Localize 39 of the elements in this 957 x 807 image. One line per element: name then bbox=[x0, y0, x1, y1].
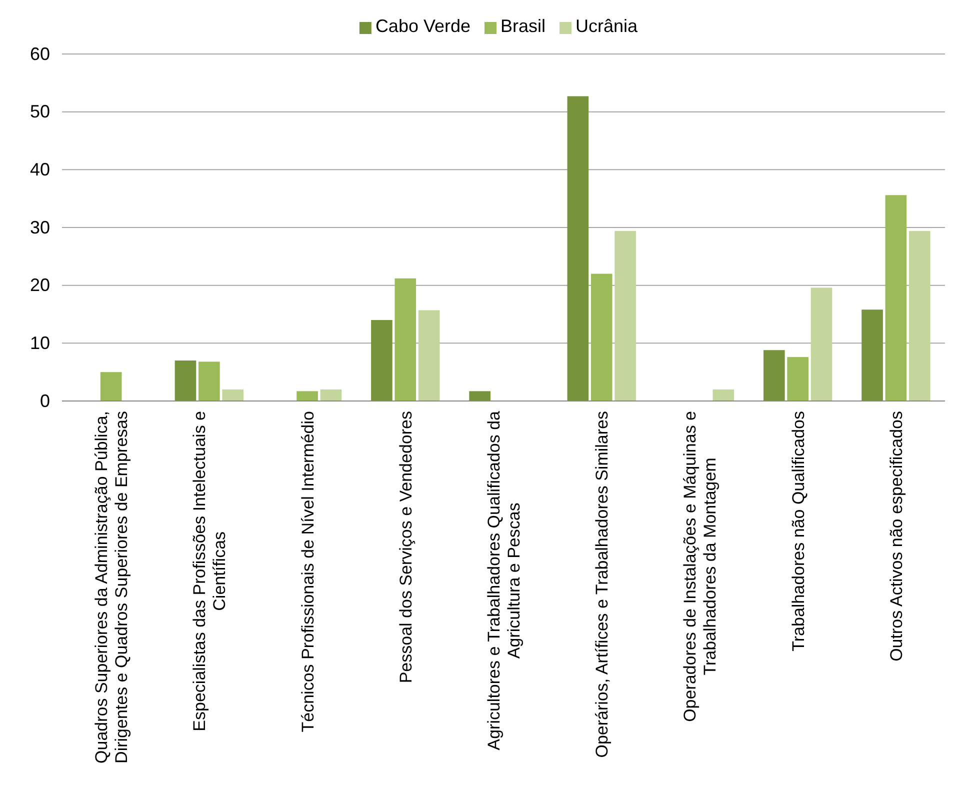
y-tick-label: 10 bbox=[30, 332, 50, 353]
bar bbox=[908, 230, 930, 401]
legend-label: Cabo Verde bbox=[375, 16, 471, 36]
y-tick-label: 50 bbox=[30, 102, 50, 122]
y-tick-label: 60 bbox=[30, 44, 50, 64]
x-tick-label: Pessoal dos Serviços e Vendedores bbox=[396, 411, 416, 684]
y-tick-label: 30 bbox=[30, 217, 50, 238]
bar bbox=[371, 320, 392, 401]
bar bbox=[296, 391, 318, 401]
bar bbox=[174, 360, 196, 401]
y-tick-label: 0 bbox=[40, 390, 50, 411]
y-tick-label: 20 bbox=[30, 275, 50, 296]
bar bbox=[100, 372, 122, 401]
bar bbox=[787, 357, 808, 401]
bar bbox=[810, 288, 832, 401]
x-tick-label: Trabalhadores não Qualificados bbox=[788, 411, 808, 652]
x-tick-label: Outros Activos não especificados bbox=[886, 411, 906, 662]
bar bbox=[567, 96, 589, 401]
bar bbox=[198, 362, 220, 401]
x-tick-label: Quadros Superiores da Administração Pública, Dirigentes e Quadros Superiores de Empresas bbox=[92, 411, 132, 764]
bar bbox=[222, 389, 244, 401]
bar bbox=[614, 230, 636, 401]
x-tick-label: Agricultores e Trabalhadores Qualificados da Agricultura e Pescas bbox=[484, 410, 524, 750]
bar bbox=[862, 310, 883, 401]
bar bbox=[418, 310, 440, 401]
y-tick-label: 40 bbox=[30, 159, 50, 180]
bar bbox=[590, 274, 612, 401]
legend-label: Ucrânia bbox=[576, 16, 639, 36]
bar bbox=[320, 389, 342, 401]
legend-label: Brasil bbox=[500, 16, 546, 36]
bar bbox=[469, 391, 490, 401]
bar bbox=[885, 195, 907, 401]
x-tick-label: Operadores de Instalações e Máquinas e Trabalhadores da Montagem bbox=[680, 411, 720, 722]
bar bbox=[712, 389, 734, 401]
bar bbox=[394, 278, 416, 401]
x-tick-label: Técnicos Profissionais de Nível Intermédio bbox=[298, 411, 318, 732]
bar bbox=[763, 350, 785, 401]
x-tick-label: Especialistas das Profissões Intelectuais e Científicas bbox=[190, 411, 230, 732]
x-tick-label: Operários, Artífices e Trabalhadores Similares bbox=[592, 411, 612, 758]
